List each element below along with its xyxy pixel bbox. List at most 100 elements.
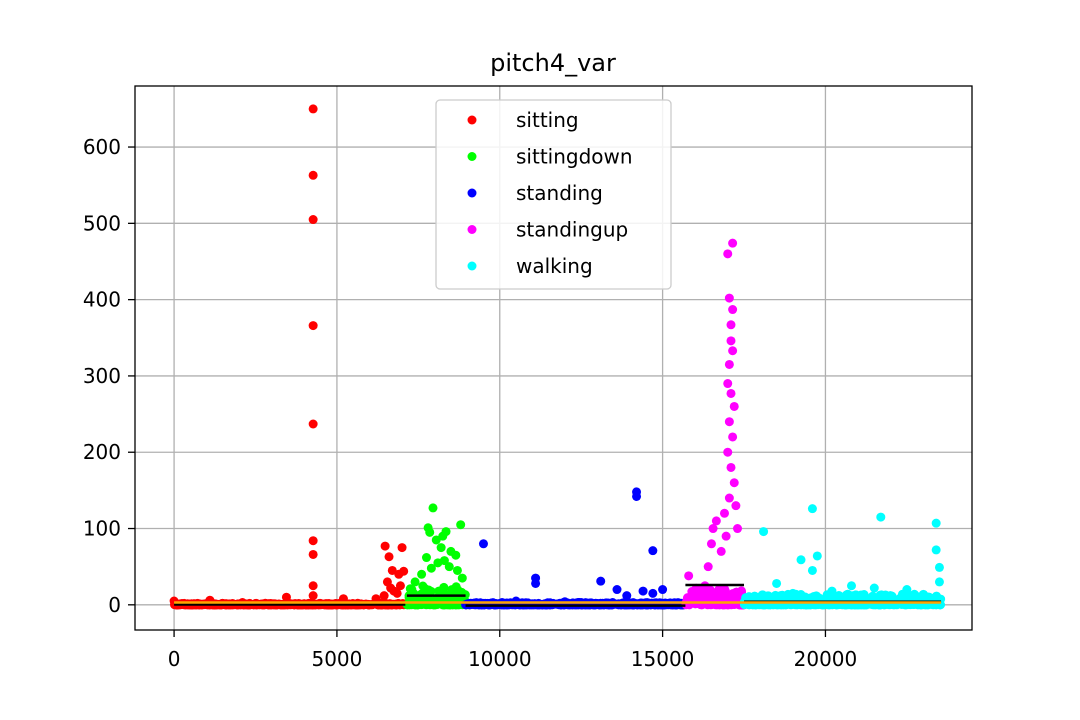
walking-point: [827, 586, 837, 596]
standingup-band-point: [721, 591, 731, 601]
chart-title: pitch4_var: [490, 49, 616, 77]
sitting-point: [387, 565, 397, 575]
standingup-point: [728, 238, 738, 248]
standingup-point: [721, 531, 731, 541]
y-tick-label: 300: [83, 364, 121, 388]
walking-point: [934, 562, 944, 572]
walking-point: [931, 545, 941, 555]
sittingdown-point: [417, 569, 427, 579]
standingup-point: [724, 293, 734, 303]
sitting-point: [281, 592, 291, 602]
standingup-point: [726, 320, 736, 330]
walking-point: [796, 555, 806, 565]
sitting-point: [384, 552, 394, 562]
plot-frame: [134, 85, 973, 631]
walking-point: [759, 527, 769, 537]
mean-lines: [174, 583, 942, 607]
standingup-point: [723, 379, 733, 389]
standingup-point: [726, 462, 736, 472]
walking-point: [781, 592, 791, 602]
standingup-point: [723, 249, 733, 259]
legend-marker-standing: [467, 188, 477, 198]
sitting-point: [392, 588, 402, 598]
walking-point: [886, 591, 896, 601]
walking-band-point: [931, 591, 941, 601]
standingup-point: [728, 432, 738, 442]
legend-box: [435, 99, 672, 290]
sittingdown-point: [426, 563, 436, 573]
y-tick-label: 400: [83, 288, 121, 312]
sittingdown-point: [452, 565, 462, 575]
x-tick-label: 10000: [468, 647, 532, 671]
sitting-point: [308, 419, 318, 429]
walking-point: [902, 585, 912, 595]
walking-point: [846, 581, 856, 591]
sitting-point: [308, 170, 318, 180]
sittingdown-point: [425, 527, 435, 537]
standing-point: [648, 588, 658, 598]
standingup-point: [724, 359, 734, 369]
sittingdown-point: [444, 562, 454, 572]
legend-marker-sitting: [467, 115, 477, 125]
y-tick-label: 0: [108, 593, 121, 617]
standing-point: [632, 491, 642, 501]
sitting-point: [308, 321, 318, 331]
standingup-point: [726, 388, 736, 398]
sitting-point: [308, 581, 318, 591]
y-tick-label: 500: [83, 211, 121, 235]
standing-point: [638, 586, 648, 596]
standing-point: [531, 578, 541, 588]
standingup-point: [716, 546, 726, 556]
walking-point: [918, 592, 928, 602]
x-tick-label: 5000: [311, 647, 362, 671]
standingup-point: [703, 562, 713, 572]
standing-point: [478, 539, 488, 549]
walking-point: [812, 551, 822, 561]
sitting-point: [395, 581, 405, 591]
sitting-point: [394, 569, 404, 579]
standing-point: [648, 546, 658, 556]
standingup-point: [728, 305, 738, 315]
standing-band-point: [489, 599, 499, 609]
standingup-point: [711, 516, 721, 526]
sitting-point: [379, 591, 389, 601]
standingup-band-point: [731, 587, 741, 597]
sitting-point: [397, 543, 407, 553]
standingup-point: [731, 501, 741, 511]
standing-point: [612, 585, 622, 595]
walking-point: [772, 578, 782, 588]
standing-band-point: [603, 599, 613, 609]
walking-point: [876, 512, 886, 522]
y-tick-label: 100: [83, 517, 121, 541]
legend-label-standing: standing: [516, 181, 603, 205]
legend-marker-walking: [467, 261, 477, 271]
legend: sitting sittingdown standing standingup walk…: [435, 99, 672, 290]
sittingdown-point: [456, 520, 466, 530]
standingup-point: [733, 524, 743, 534]
standingup-point: [724, 493, 734, 503]
sittingdown-point: [441, 527, 451, 537]
sittingdown-point: [428, 503, 438, 513]
standing-point: [658, 585, 668, 595]
legend-label-walking: walking: [516, 254, 593, 278]
standingup-point: [684, 571, 694, 581]
legend-marker-sittingdown: [467, 152, 477, 161]
walking-point: [807, 565, 817, 575]
walking-point: [931, 518, 941, 528]
sittingdown-point: [439, 556, 449, 566]
standingup-point: [724, 417, 734, 427]
standingup-point: [729, 478, 739, 488]
walking-point: [869, 583, 879, 593]
walking-point: [934, 577, 944, 587]
y-tick-label: 600: [83, 135, 121, 159]
walking-band-point: [841, 590, 851, 600]
sittingdown-point: [421, 553, 431, 563]
legend-label-sitting: sitting: [516, 108, 579, 132]
sitting-point: [308, 215, 318, 225]
data-points: [169, 104, 944, 608]
sittingdown-point: [407, 585, 417, 595]
sitting-point: [308, 591, 318, 601]
standingup-point: [706, 539, 716, 549]
